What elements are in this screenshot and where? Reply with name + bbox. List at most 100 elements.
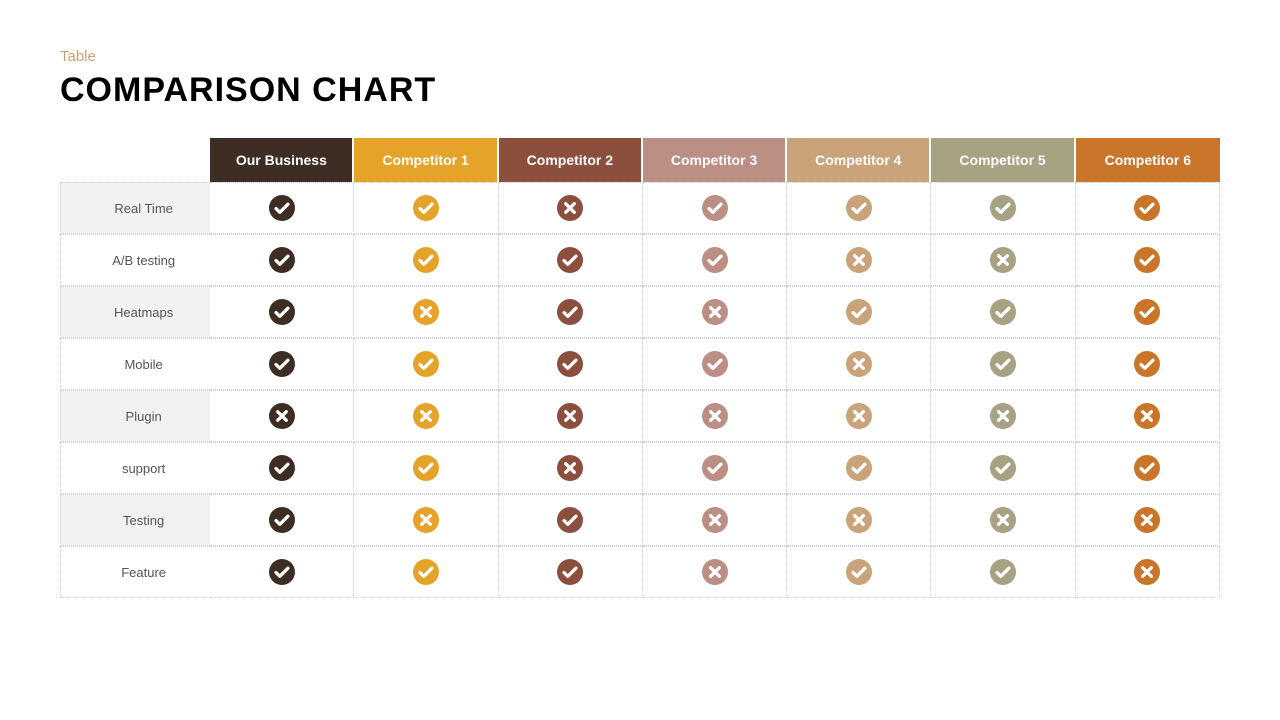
check-icon <box>990 195 1016 221</box>
table-cell <box>643 286 787 338</box>
table-cell <box>210 494 354 546</box>
table-cell <box>1076 286 1220 338</box>
row-label: Mobile <box>60 338 210 390</box>
table-cell <box>499 338 643 390</box>
check-icon <box>413 195 439 221</box>
table-cell <box>931 546 1075 598</box>
check-icon <box>1134 455 1160 481</box>
table-cell <box>354 234 498 286</box>
table-cell <box>210 546 354 598</box>
table-row: Plugin <box>60 390 1220 442</box>
table-cell <box>499 286 643 338</box>
table-cell <box>787 234 931 286</box>
cross-icon <box>846 403 872 429</box>
table-cell <box>1076 494 1220 546</box>
cross-icon <box>557 403 583 429</box>
table-cell <box>643 338 787 390</box>
row-label: Plugin <box>60 390 210 442</box>
check-icon <box>413 559 439 585</box>
table-cell <box>787 338 931 390</box>
row-label: Heatmaps <box>60 286 210 338</box>
table-cell <box>354 286 498 338</box>
table-row: Real Time <box>60 182 1220 234</box>
cross-icon <box>413 507 439 533</box>
table-row: support <box>60 442 1220 494</box>
table-eyebrow: Table <box>60 48 1220 65</box>
cross-icon <box>269 403 295 429</box>
table-row: Mobile <box>60 338 1220 390</box>
table-cell <box>499 390 643 442</box>
table-row: A/B testing <box>60 234 1220 286</box>
cross-icon <box>846 351 872 377</box>
check-icon <box>413 247 439 273</box>
check-icon <box>1134 247 1160 273</box>
row-label: Testing <box>60 494 210 546</box>
table-cell <box>210 234 354 286</box>
check-icon <box>557 507 583 533</box>
cross-icon <box>557 455 583 481</box>
check-icon <box>1134 351 1160 377</box>
cross-icon <box>846 247 872 273</box>
check-icon <box>269 195 295 221</box>
check-icon <box>557 351 583 377</box>
check-icon <box>990 299 1016 325</box>
table-cell <box>787 442 931 494</box>
table-cell <box>787 182 931 234</box>
check-icon <box>990 351 1016 377</box>
table-cell <box>1076 182 1220 234</box>
table-cell <box>210 338 354 390</box>
check-icon <box>269 351 295 377</box>
table-cell <box>643 234 787 286</box>
table-cell <box>210 442 354 494</box>
check-icon <box>1134 195 1160 221</box>
table-cell <box>1076 338 1220 390</box>
cross-icon <box>702 507 728 533</box>
column-header: Competitor 2 <box>499 138 643 182</box>
check-icon <box>702 351 728 377</box>
check-icon <box>557 247 583 273</box>
table-row: Heatmaps <box>60 286 1220 338</box>
check-icon <box>990 559 1016 585</box>
cross-icon <box>702 559 728 585</box>
table-cell <box>499 234 643 286</box>
cross-icon <box>702 299 728 325</box>
table-cell <box>354 494 498 546</box>
column-header: Our Business <box>210 138 354 182</box>
table-cell <box>787 390 931 442</box>
table-cell <box>1076 234 1220 286</box>
table-cell <box>1076 546 1220 598</box>
table-cell <box>787 546 931 598</box>
table-cell <box>354 442 498 494</box>
table-cell <box>643 546 787 598</box>
table-cell <box>787 286 931 338</box>
comparison-table: Our Business Competitor 1 Competitor 2 C… <box>60 138 1220 598</box>
table-cell <box>787 494 931 546</box>
row-label: Real Time <box>60 182 210 234</box>
cross-icon <box>846 507 872 533</box>
check-icon <box>269 559 295 585</box>
check-icon <box>269 247 295 273</box>
table-cell <box>1076 442 1220 494</box>
cross-icon <box>413 403 439 429</box>
cross-icon <box>702 403 728 429</box>
table-cell <box>643 390 787 442</box>
table-cell <box>499 546 643 598</box>
column-header: Competitor 6 <box>1076 138 1220 182</box>
cross-icon <box>990 403 1016 429</box>
table-cell <box>499 494 643 546</box>
check-icon <box>557 559 583 585</box>
cross-icon <box>413 299 439 325</box>
table-cell <box>931 286 1075 338</box>
table-cell <box>499 442 643 494</box>
cross-icon <box>1134 559 1160 585</box>
cross-icon <box>1134 403 1160 429</box>
table-cell <box>1076 390 1220 442</box>
table-header-row: Our Business Competitor 1 Competitor 2 C… <box>60 138 1220 182</box>
check-icon <box>702 455 728 481</box>
column-header: Competitor 3 <box>643 138 787 182</box>
table-cell <box>354 338 498 390</box>
table-cell <box>931 442 1075 494</box>
table-cell <box>643 494 787 546</box>
check-icon <box>269 507 295 533</box>
cross-icon <box>990 247 1016 273</box>
